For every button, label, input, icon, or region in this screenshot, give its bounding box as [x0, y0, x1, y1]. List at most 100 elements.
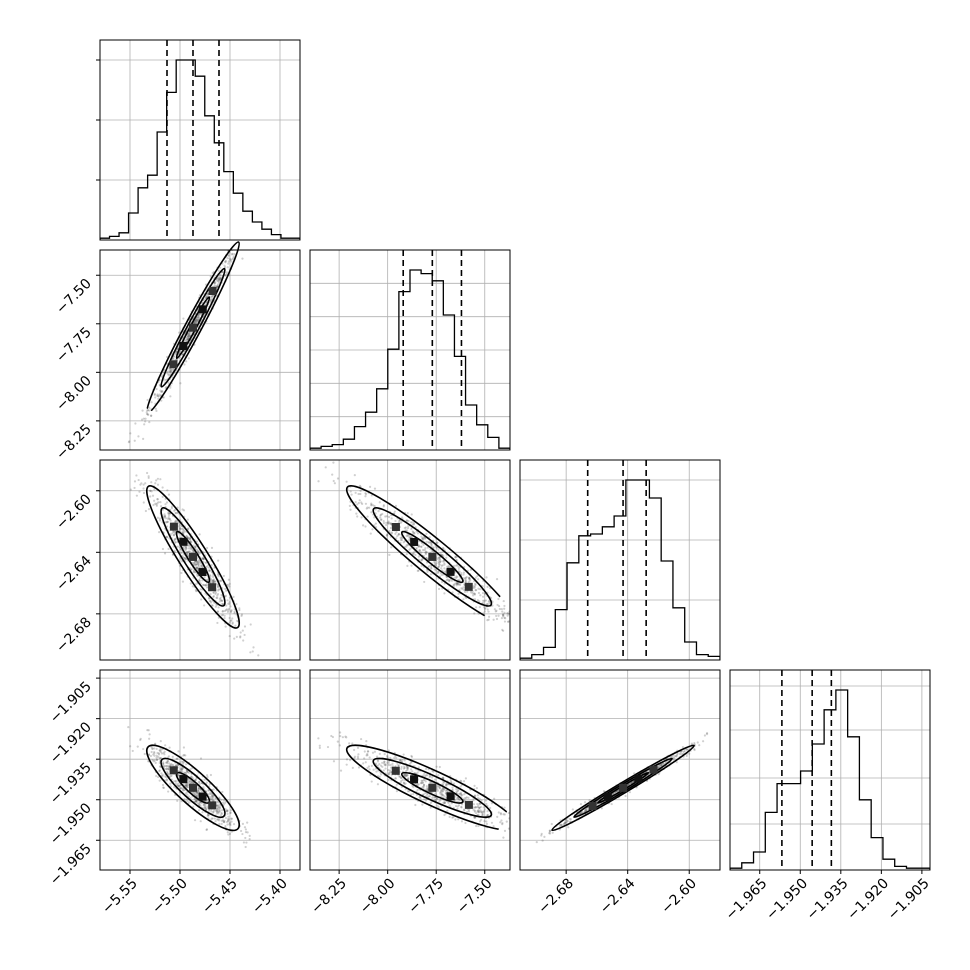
- sample-point: [204, 808, 208, 811]
- sample-point: [219, 598, 223, 602]
- sample-point: [227, 607, 231, 610]
- sample-point: [216, 584, 219, 587]
- sample-point: [217, 575, 220, 578]
- sample-point: [540, 834, 543, 837]
- sample-point: [496, 815, 499, 818]
- sample-point: [660, 764, 663, 767]
- sample-point: [379, 773, 383, 776]
- sample-point: [215, 596, 218, 599]
- sample-point: [331, 735, 335, 739]
- sample-point: [484, 599, 488, 602]
- sample-point: [195, 319, 198, 322]
- sample-point: [156, 393, 159, 396]
- dense-cell-3-2-3: [634, 774, 643, 783]
- sample-point: [476, 574, 479, 578]
- sample-point: [157, 753, 161, 756]
- sample-point: [184, 782, 188, 786]
- sample-point: [436, 541, 439, 544]
- sample-point: [436, 804, 439, 807]
- sample-point: [361, 524, 365, 527]
- sample-point: [352, 748, 356, 752]
- sample-point: [501, 615, 505, 618]
- sample-point: [174, 353, 177, 356]
- sample-point: [213, 817, 216, 820]
- sample-point: [242, 841, 246, 844]
- sample-point: [227, 583, 230, 587]
- sample-point: [478, 820, 482, 823]
- sample-point: [171, 532, 174, 535]
- sample-point: [503, 813, 506, 816]
- sample-point: [176, 520, 179, 523]
- sample-point: [142, 487, 145, 490]
- sample-point: [417, 766, 420, 769]
- sample-point: [440, 792, 443, 795]
- sample-point: [190, 776, 194, 779]
- sample-point: [227, 254, 230, 257]
- sample-point: [153, 751, 156, 754]
- sample-point: [200, 789, 203, 792]
- sample-point: [210, 579, 213, 582]
- sample-point: [225, 820, 229, 824]
- sample-point: [241, 257, 244, 260]
- sample-point: [169, 395, 172, 398]
- sample-point: [450, 780, 453, 784]
- sample-point: [226, 810, 229, 813]
- sample-point: [243, 633, 246, 637]
- sample-point: [201, 557, 204, 560]
- sample-point: [155, 504, 158, 507]
- sample-point: [385, 523, 388, 527]
- sample-point: [227, 815, 230, 818]
- sample-point: [218, 278, 221, 282]
- sample-point: [460, 794, 463, 797]
- sample-point: [179, 382, 182, 385]
- sample-point: [216, 610, 220, 613]
- sample-point: [499, 813, 503, 816]
- sample-point: [194, 320, 197, 323]
- sample-point: [436, 797, 439, 800]
- sample-point: [456, 807, 459, 810]
- sample-point: [433, 778, 437, 781]
- sample-point: [163, 515, 166, 519]
- sample-point: [293, 425, 295, 427]
- sample-point: [658, 764, 661, 767]
- sample-point: [443, 801, 446, 805]
- sample-point: [169, 782, 172, 785]
- sample-point: [353, 756, 356, 760]
- sample-point: [184, 548, 187, 552]
- sample-point: [438, 785, 441, 789]
- sample-point: [147, 476, 150, 480]
- sample-point: [224, 609, 228, 612]
- sample-point: [169, 533, 172, 536]
- sample-point: [426, 789, 429, 792]
- sample-point: [407, 525, 410, 528]
- sample-point: [348, 742, 351, 745]
- sample-point: [485, 576, 488, 579]
- sample-point: [409, 535, 412, 538]
- sample-point: [198, 533, 201, 536]
- sample-point: [203, 576, 206, 579]
- sample-point: [371, 751, 375, 754]
- dense-cell-3-2-4: [649, 765, 658, 774]
- sample-point: [452, 816, 455, 819]
- sample-point: [189, 538, 192, 541]
- sample-point: [368, 506, 371, 509]
- sample-point: [507, 811, 510, 815]
- sample-point: [487, 618, 490, 621]
- sample-point: [158, 749, 162, 752]
- sample-point: [159, 751, 163, 754]
- sample-point: [160, 748, 163, 751]
- sample-point: [455, 582, 458, 585]
- sample-point: [548, 832, 552, 835]
- sample-point: [404, 788, 407, 791]
- sample-point: [173, 355, 176, 358]
- sample-point: [614, 791, 617, 794]
- sample-point: [524, 841, 526, 843]
- sample-point: [185, 784, 188, 787]
- sample-point: [231, 617, 234, 620]
- sample-point: [703, 734, 707, 737]
- sample-point: [194, 588, 197, 592]
- sample-point: [220, 599, 223, 602]
- sample-point: [172, 534, 176, 537]
- sample-point: [461, 793, 464, 797]
- sample-point: [161, 783, 165, 787]
